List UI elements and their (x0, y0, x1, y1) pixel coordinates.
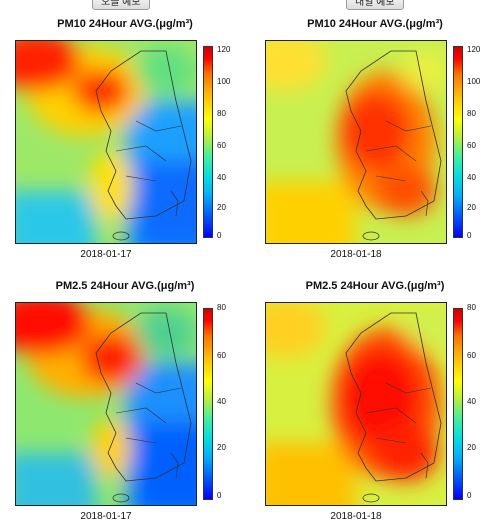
colorbar-tick: 60 (217, 351, 226, 360)
forecast-date: 2018-01-18 (330, 249, 382, 260)
pm10-tomorrow-panel: PM10 24Hour AVG.(μg/m³) 2018-01-18 120 1… (250, 0, 500, 266)
colorbar (453, 308, 463, 500)
colorbar-tick: 80 (467, 303, 476, 312)
colorbar-tick: 120 (467, 45, 481, 54)
panel-title: PM10 24Hour AVG.(μg/m³) (307, 18, 443, 30)
colorbar (203, 46, 213, 238)
colorbar-tick: 40 (467, 397, 476, 406)
colorbar (453, 46, 463, 238)
colorbar-tick: 120 (217, 45, 231, 54)
colorbar-tick: 60 (467, 351, 476, 360)
colorbar-tick: 20 (217, 443, 226, 452)
concentration-map (265, 40, 447, 244)
forecast-date: 2018-01-17 (80, 249, 132, 260)
tab-tomorrow-forecast[interactable]: 내일 예보 (346, 0, 404, 10)
pm25-tomorrow-panel: PM2.5 24Hour AVG.(μg/m³) 2018-01-18 80 6… (250, 262, 500, 528)
concentration-map (15, 302, 197, 506)
colorbar-tick: 0 (467, 231, 472, 240)
colorbar-tick: 80 (217, 303, 226, 312)
panel-title: PM2.5 24Hour AVG.(μg/m³) (55, 280, 195, 292)
forecast-date: 2018-01-17 (80, 511, 132, 522)
colorbar-tick: 60 (467, 141, 476, 150)
panel-title: PM2.5 24Hour AVG.(μg/m³) (305, 280, 445, 292)
panel-title: PM10 24Hour AVG.(μg/m³) (57, 18, 193, 30)
colorbar-tick: 80 (217, 109, 226, 118)
forecast-date: 2018-01-18 (330, 511, 382, 522)
colorbar-tick: 40 (217, 173, 226, 182)
colorbar-tick: 60 (217, 141, 226, 150)
colorbar-tick: 40 (217, 397, 226, 406)
colorbar (203, 308, 213, 500)
tab-today-forecast[interactable]: 오늘 예보 (92, 0, 150, 10)
concentration-map (15, 40, 197, 244)
colorbar-tick: 20 (217, 203, 226, 212)
colorbar-tick: 20 (467, 443, 476, 452)
colorbar-tick: 20 (467, 203, 476, 212)
colorbar-tick: 100 (467, 77, 481, 86)
colorbar-tick: 100 (217, 77, 231, 86)
colorbar-tick: 80 (467, 109, 476, 118)
colorbar-tick: 0 (217, 231, 222, 240)
colorbar-tick: 0 (467, 491, 472, 500)
pm10-today-panel: PM10 24Hour AVG.(μg/m³) 2018-01-17 120 1… (0, 0, 250, 266)
concentration-map (265, 302, 447, 506)
colorbar-tick: 0 (217, 491, 222, 500)
pm25-today-panel: PM2.5 24Hour AVG.(μg/m³) 2018-01-17 80 6… (0, 262, 250, 528)
colorbar-tick: 40 (467, 173, 476, 182)
